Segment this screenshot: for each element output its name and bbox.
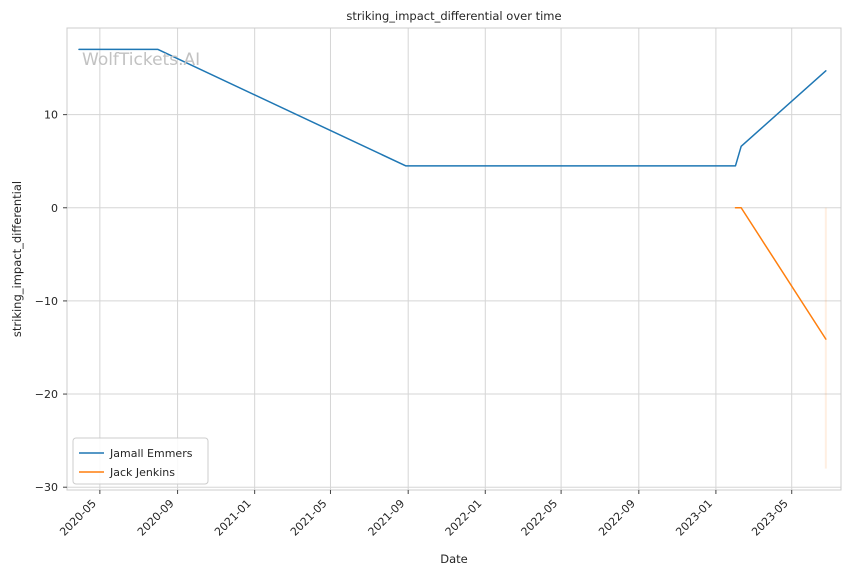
x-tick-label: 2021-05 [288,497,330,539]
plot-area [67,28,841,490]
x-tick-label: 2020-09 [135,497,177,539]
y-axis-ticks: 10 0 −10 −20 −30 [35,109,67,494]
series-lines [78,48,827,340]
y-tick-label: −10 [35,295,58,308]
series-line-jack-jenkins [734,207,827,340]
x-tick-label: 2023-01 [673,497,715,539]
plot-frame [66,27,842,491]
legend-label-jamall-emmers: Jamall Emmers [109,447,193,460]
y-axis-label: striking_impact_differential [10,181,24,337]
x-tick-label: 2021-09 [366,497,408,539]
chart-title: striking_impact_differential over time [346,9,561,23]
x-tick-label: 2023-05 [749,497,791,539]
y-tick-label: 10 [44,109,58,122]
legend-box [72,437,209,485]
x-tick-label: 2022-01 [443,497,485,539]
legend: Jamall Emmers Jack Jenkins [72,437,209,485]
y-tick-label: −20 [35,388,58,401]
y-tick-label: −30 [35,481,58,494]
legend-label-jack-jenkins: Jack Jenkins [109,466,175,479]
x-axis-label: Date [440,552,468,566]
watermark-text: WolfTickets.AI [82,50,200,70]
y-tick-label: 0 [51,202,58,215]
x-tick-label: 2020-05 [57,497,99,539]
series-line-jamall-emmers [78,48,827,167]
grid-lines [67,28,841,490]
x-tick-label: 2022-05 [519,497,561,539]
x-axis-ticks: 2020-05 2020-09 2021-01 2021-05 2021-09 2022-… [57,490,793,539]
x-tick-label: 2022-09 [596,497,638,539]
x-tick-label: 2021-01 [212,497,254,539]
